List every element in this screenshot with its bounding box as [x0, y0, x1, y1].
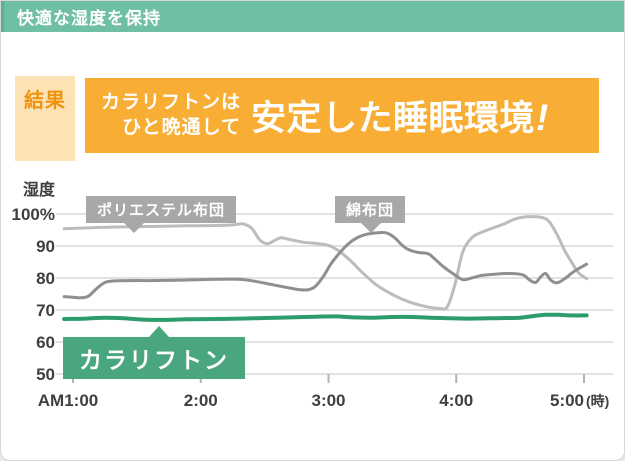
x-tick-label-AM1:00: AM1:00	[38, 391, 98, 410]
series-line-2	[62, 312, 589, 322]
x-axis-unit: (時)	[586, 393, 609, 409]
series-line-0	[62, 215, 589, 311]
series-label-cotton-text: 綿布団	[346, 202, 395, 219]
page-header: 快適な湿度を保持	[1, 1, 624, 32]
result-banner: カラリフトンは ひと晩通して 安定した睡眠環境!	[85, 78, 599, 153]
banner-headline: 安定した睡眠環境!	[251, 90, 549, 141]
x-tick-label-3:00: 3:00	[311, 391, 345, 410]
y-tick-label-50: 50	[36, 365, 55, 384]
banner-headline-exclamation: !	[536, 97, 549, 138]
y-tick-label-60: 60	[36, 333, 55, 352]
x-tick-label-4:00: 4:00	[439, 391, 473, 410]
y-tick-label-80: 80	[36, 269, 55, 288]
series-label-cararifuton-text: カラリフトン	[79, 347, 229, 373]
y-tick-label-70: 70	[36, 301, 55, 320]
result-tag-label: 結果	[24, 90, 66, 112]
banner-subtitle-line1: カラリフトンは	[101, 91, 242, 113]
page-title: 快適な湿度を保持	[17, 9, 161, 28]
y-tick-label-100: 100%	[12, 205, 55, 224]
banner-subtitle: カラリフトンは ひと晩通して	[101, 91, 241, 140]
series-label-cararifuton: カラリフトン	[63, 326, 245, 379]
series-label-polyester-futon: ポリエステル布団	[86, 196, 237, 233]
x-tick-label-2:00: 2:00	[184, 391, 218, 410]
result-tag: 結果	[15, 76, 75, 161]
y-tick-label-90: 90	[36, 237, 55, 256]
banner-subtitle-line2: ひと晩通して	[122, 116, 242, 138]
series-label-cotton-futon: 綿布団	[335, 196, 406, 233]
banner-headline-text: 安定した睡眠環境	[251, 99, 536, 138]
series-line-1	[62, 230, 589, 300]
x-tick-label-5:00: 5:00	[550, 391, 584, 410]
y-axis-title: 湿度	[22, 180, 56, 199]
humidity-line-chart: 100% 90 80 70 60 50 湿度 AM1:00 2:00 3:00 4:00 5:00 (時…	[1, 171, 624, 460]
series-label-polyester-text: ポリエステル布団	[97, 202, 226, 219]
